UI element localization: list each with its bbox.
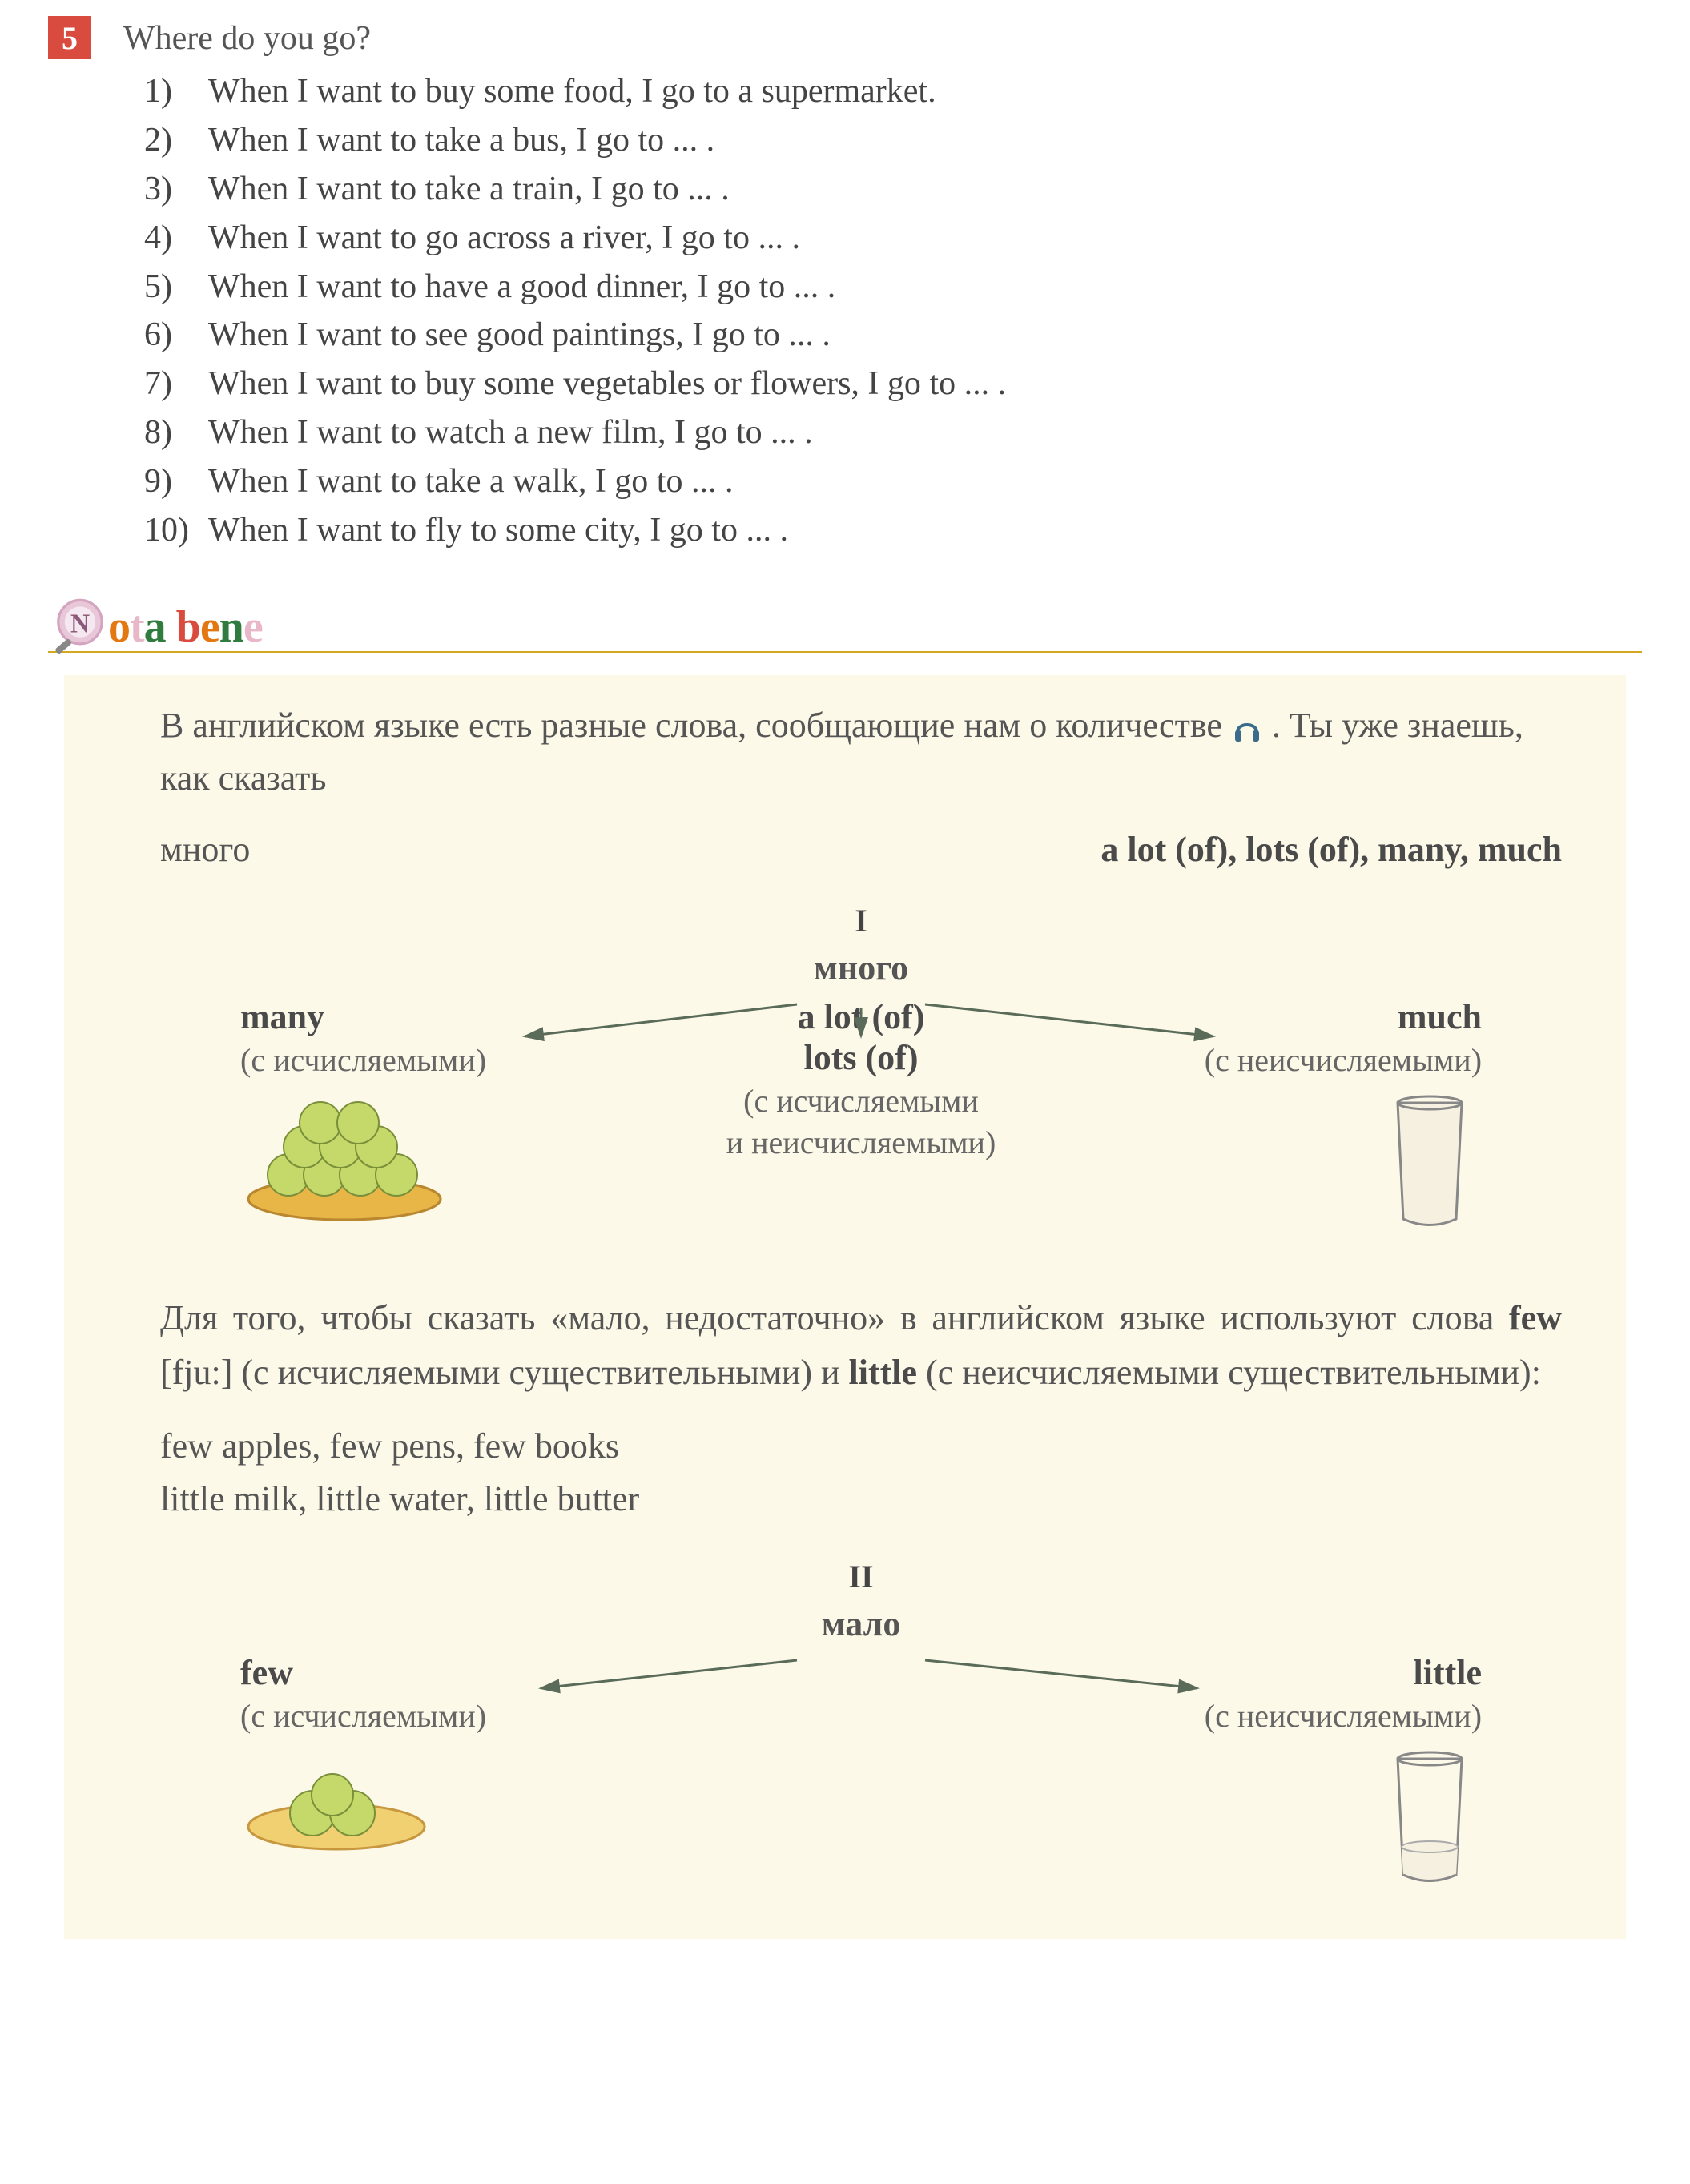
item-number: 6) <box>144 311 208 360</box>
diagram-left-col: few (с исчисляемыми) <box>160 1652 654 1735</box>
apples-many-illustration <box>240 1095 449 1227</box>
list-item: 9)When I want to take a walk, I go to ..… <box>144 457 1642 506</box>
word-many: many <box>240 996 654 1037</box>
intro-part1: В английском языке есть разные слова, со… <box>160 706 1231 745</box>
item-number: 7) <box>144 360 208 408</box>
word-alot: a lot (of) <box>654 996 1068 1037</box>
item-number: 3) <box>144 165 208 214</box>
examples-block: few apples, few pens, few books little m… <box>160 1420 1562 1526</box>
explain-ipa: [fju:] (с исчисляемыми существительными)… <box>160 1353 849 1392</box>
nota-bene-header: N ota bene <box>48 595 1642 659</box>
quantity-row: много a lot (of), lots (of), many, much <box>160 829 1562 870</box>
item-text: When I want to fly to some city, I go to… <box>208 506 1642 555</box>
apples-few-illustration <box>240 1751 433 1891</box>
item-number: 10) <box>144 506 208 555</box>
intro-text: В английском языке есть разные слова, со… <box>160 699 1562 805</box>
letter: o <box>108 602 130 652</box>
nota-bene-title: ota bene <box>108 601 263 653</box>
example-line: little milk, little water, little butter <box>160 1473 1562 1526</box>
explain-part3: (с неисчисляемыми существительными): <box>926 1353 1541 1392</box>
item-text: When I want to buy some vegetables or fl… <box>208 360 1642 408</box>
glass-full-illustration <box>1378 1095 1482 1235</box>
exercise-list: 1)When I want to buy some food, I go to … <box>144 67 1642 555</box>
diagram-center: мало <box>160 1603 1562 1644</box>
item-number: 2) <box>144 116 208 165</box>
explain-part1: Для того, чтобы сказать «мало, недостато… <box>160 1298 1509 1337</box>
diagram-center: много <box>160 947 1562 988</box>
list-item: 8)When I want to watch a new film, I go … <box>144 408 1642 457</box>
sub-text: (с исчисляемыми <box>654 1082 1068 1120</box>
diagram-right-col: much (с неисчисляемыми) <box>1068 996 1562 1235</box>
list-item: 4)When I want to go across a river, I go… <box>144 214 1642 263</box>
exercise-number-badge: 5 <box>48 16 91 59</box>
illustration-row <box>160 1751 1562 1891</box>
list-item: 7)When I want to buy some vegetables or … <box>144 360 1642 408</box>
sub-text: (с неисчисляемыми) <box>1068 1041 1482 1079</box>
letter: e <box>243 602 263 652</box>
word-much: much <box>1068 996 1482 1037</box>
svg-text:N: N <box>70 609 90 638</box>
diagram-right-col: little (с неисчисляемыми) <box>1068 1652 1562 1735</box>
word-few: few <box>1509 1298 1562 1337</box>
exercise-question: Where do you go? <box>123 16 371 58</box>
diagram-few: II мало few (с исчисляемыми) little (с н… <box>160 1558 1562 1891</box>
sub-text: (с исчисляемыми) <box>240 1041 654 1079</box>
word-lots: lots (of) <box>654 1037 1068 1078</box>
item-text: When I want to see good paintings, I go … <box>208 311 1642 360</box>
letter: e <box>200 602 219 652</box>
letter: b <box>176 602 200 652</box>
list-item: 5)When I want to have a good dinner, I g… <box>144 263 1642 312</box>
item-text: When I want to have a good dinner, I go … <box>208 263 1642 312</box>
example-line: few apples, few pens, few books <box>160 1420 1562 1473</box>
item-text: When I want to take a train, I go to ...… <box>208 165 1642 214</box>
letter: t <box>130 602 144 652</box>
letter: a <box>144 602 166 652</box>
diagram-center-col: a lot (of) lots (of) (с исчисляемыми и н… <box>654 996 1068 1161</box>
quantity-words: a lot (of), lots (of), many, much <box>1101 829 1562 870</box>
roman-numeral: I <box>160 902 1562 939</box>
exercise-header: 5 Where do you go? <box>48 16 1642 59</box>
word-little: little <box>849 1353 918 1392</box>
roman-numeral: II <box>160 1558 1562 1595</box>
word-little: little <box>1068 1652 1482 1693</box>
diagram-left-col: many (с исчисляемыми) <box>160 996 654 1227</box>
item-text: When I want to take a walk, I go to ... … <box>208 457 1642 506</box>
item-text: When I want to go across a river, I go t… <box>208 214 1642 263</box>
item-text: When I want to watch a new film, I go to… <box>208 408 1642 457</box>
item-number: 1) <box>144 67 208 116</box>
list-item: 2)When I want to take a bus, I go to ...… <box>144 116 1642 165</box>
item-number: 8) <box>144 408 208 457</box>
list-item: 1)When I want to buy some food, I go to … <box>144 67 1642 116</box>
letter: n <box>219 602 243 652</box>
list-item: 6)When I want to see good paintings, I g… <box>144 311 1642 360</box>
sub-text: (с исчисляемыми) <box>240 1697 654 1735</box>
diagram-many: I много many (с исчисляемыми) <box>160 902 1562 1235</box>
sub-text: (с неисчисляемыми) <box>1068 1697 1482 1735</box>
quantity-label: много <box>160 829 250 870</box>
nota-bene-content: В английском языке есть разные слова, со… <box>64 675 1626 1939</box>
explain-paragraph: Для того, чтобы сказать «мало, недостато… <box>160 1291 1562 1400</box>
glass-empty-illustration <box>1378 1751 1482 1891</box>
item-number: 5) <box>144 263 208 312</box>
item-number: 9) <box>144 457 208 506</box>
headphone-icon <box>1231 713 1263 745</box>
word-few: few <box>240 1652 654 1693</box>
item-text: When I want to take a bus, I go to ... . <box>208 116 1642 165</box>
magnifier-icon: N <box>48 595 112 659</box>
item-text: When I want to buy some food, I go to a … <box>208 67 1642 116</box>
list-item: 10)When I want to fly to some city, I go… <box>144 506 1642 555</box>
sub-text: и неисчисляемыми) <box>654 1124 1068 1161</box>
list-item: 3)When I want to take a train, I go to .… <box>144 165 1642 214</box>
item-number: 4) <box>144 214 208 263</box>
